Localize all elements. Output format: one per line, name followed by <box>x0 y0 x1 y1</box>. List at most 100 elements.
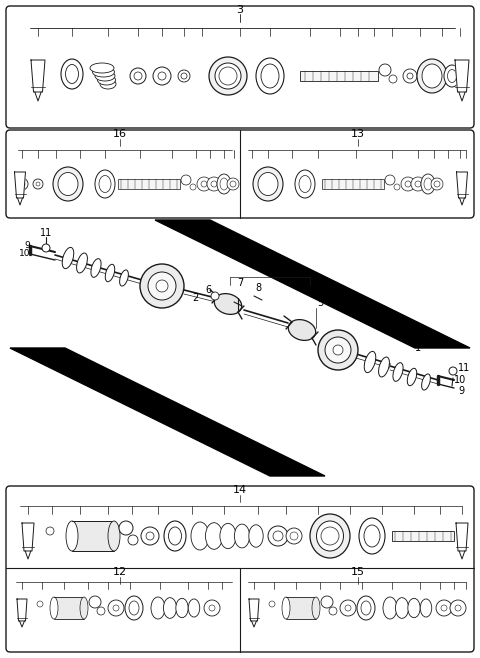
Circle shape <box>219 67 237 85</box>
Ellipse shape <box>234 524 250 548</box>
Text: 12: 12 <box>113 567 127 577</box>
Polygon shape <box>456 523 468 551</box>
Circle shape <box>134 72 142 80</box>
Circle shape <box>197 177 211 191</box>
Circle shape <box>36 182 40 186</box>
Ellipse shape <box>205 522 223 549</box>
Ellipse shape <box>58 172 78 195</box>
Ellipse shape <box>249 525 263 547</box>
Circle shape <box>450 600 466 616</box>
Polygon shape <box>31 60 45 92</box>
Bar <box>300 71 378 81</box>
Circle shape <box>379 64 391 76</box>
Circle shape <box>119 521 133 535</box>
Text: 6: 6 <box>205 285 211 295</box>
Ellipse shape <box>91 259 101 277</box>
Circle shape <box>33 179 43 189</box>
Circle shape <box>345 605 351 611</box>
Circle shape <box>273 531 283 541</box>
Text: 4: 4 <box>267 268 273 278</box>
Circle shape <box>209 605 215 611</box>
Bar <box>392 531 454 541</box>
Ellipse shape <box>191 522 209 550</box>
Circle shape <box>141 527 159 545</box>
Circle shape <box>146 532 154 540</box>
Ellipse shape <box>361 601 371 615</box>
Ellipse shape <box>66 521 78 551</box>
Circle shape <box>436 600 452 616</box>
Circle shape <box>230 181 236 187</box>
Circle shape <box>46 527 54 535</box>
Ellipse shape <box>220 178 228 190</box>
FancyBboxPatch shape <box>6 130 474 218</box>
Circle shape <box>207 177 221 191</box>
Ellipse shape <box>217 174 231 194</box>
Text: 5: 5 <box>317 298 323 308</box>
Ellipse shape <box>215 63 241 89</box>
Ellipse shape <box>62 247 74 268</box>
Ellipse shape <box>364 525 380 547</box>
Circle shape <box>340 600 356 616</box>
Ellipse shape <box>364 351 376 372</box>
Text: 3: 3 <box>237 5 243 15</box>
Polygon shape <box>249 599 259 621</box>
Circle shape <box>449 367 457 375</box>
Ellipse shape <box>50 597 58 619</box>
Circle shape <box>128 535 138 545</box>
Ellipse shape <box>420 599 432 617</box>
Text: 9: 9 <box>458 386 464 396</box>
Circle shape <box>415 181 421 187</box>
Text: 8: 8 <box>255 283 261 293</box>
Ellipse shape <box>99 176 111 193</box>
Bar <box>322 179 384 189</box>
Circle shape <box>318 330 358 370</box>
Text: 13: 13 <box>351 129 365 139</box>
Circle shape <box>97 607 105 615</box>
Circle shape <box>130 68 146 84</box>
Circle shape <box>37 601 43 607</box>
Circle shape <box>394 184 400 190</box>
Ellipse shape <box>424 178 432 190</box>
Circle shape <box>113 605 119 611</box>
Circle shape <box>321 596 333 608</box>
Ellipse shape <box>295 170 315 198</box>
Bar <box>118 179 180 189</box>
Circle shape <box>211 181 217 187</box>
Circle shape <box>321 527 339 545</box>
Polygon shape <box>456 172 468 198</box>
Ellipse shape <box>299 176 311 193</box>
Ellipse shape <box>407 368 417 386</box>
Circle shape <box>290 532 298 540</box>
Bar <box>286 597 316 619</box>
Circle shape <box>269 601 275 607</box>
Ellipse shape <box>214 293 242 315</box>
Text: 7: 7 <box>237 278 243 288</box>
Ellipse shape <box>316 521 344 551</box>
Ellipse shape <box>396 597 408 619</box>
Circle shape <box>268 526 288 546</box>
Polygon shape <box>155 220 470 348</box>
Bar <box>72 521 114 551</box>
Ellipse shape <box>209 57 247 95</box>
Ellipse shape <box>256 58 284 94</box>
Polygon shape <box>22 523 34 551</box>
Circle shape <box>190 184 196 190</box>
Ellipse shape <box>282 597 290 619</box>
Ellipse shape <box>258 172 278 195</box>
Circle shape <box>403 69 417 83</box>
Text: 1: 1 <box>415 343 421 353</box>
Polygon shape <box>17 599 27 621</box>
Circle shape <box>148 272 176 300</box>
Circle shape <box>411 177 425 191</box>
Circle shape <box>204 600 220 616</box>
Ellipse shape <box>408 598 420 618</box>
Ellipse shape <box>90 63 114 73</box>
Circle shape <box>405 181 411 187</box>
Text: 11: 11 <box>458 363 470 373</box>
Ellipse shape <box>168 527 181 545</box>
Circle shape <box>401 177 415 191</box>
Circle shape <box>385 175 395 185</box>
Circle shape <box>156 280 168 292</box>
Ellipse shape <box>108 521 120 551</box>
Circle shape <box>108 600 124 616</box>
